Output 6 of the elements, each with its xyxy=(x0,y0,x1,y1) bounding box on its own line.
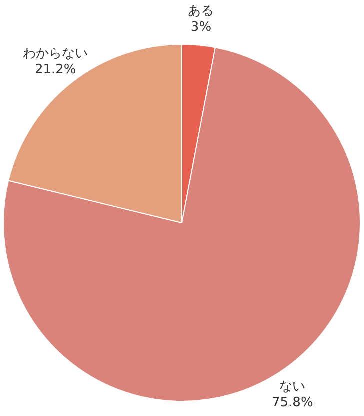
data-label: 75.8% xyxy=(272,395,314,410)
data-label: 21.2% xyxy=(34,62,76,78)
data-label: 3% xyxy=(190,20,212,35)
slice-label: ない xyxy=(280,379,306,394)
slice-label: わからない xyxy=(23,46,88,62)
slice-label: ある xyxy=(188,4,214,19)
